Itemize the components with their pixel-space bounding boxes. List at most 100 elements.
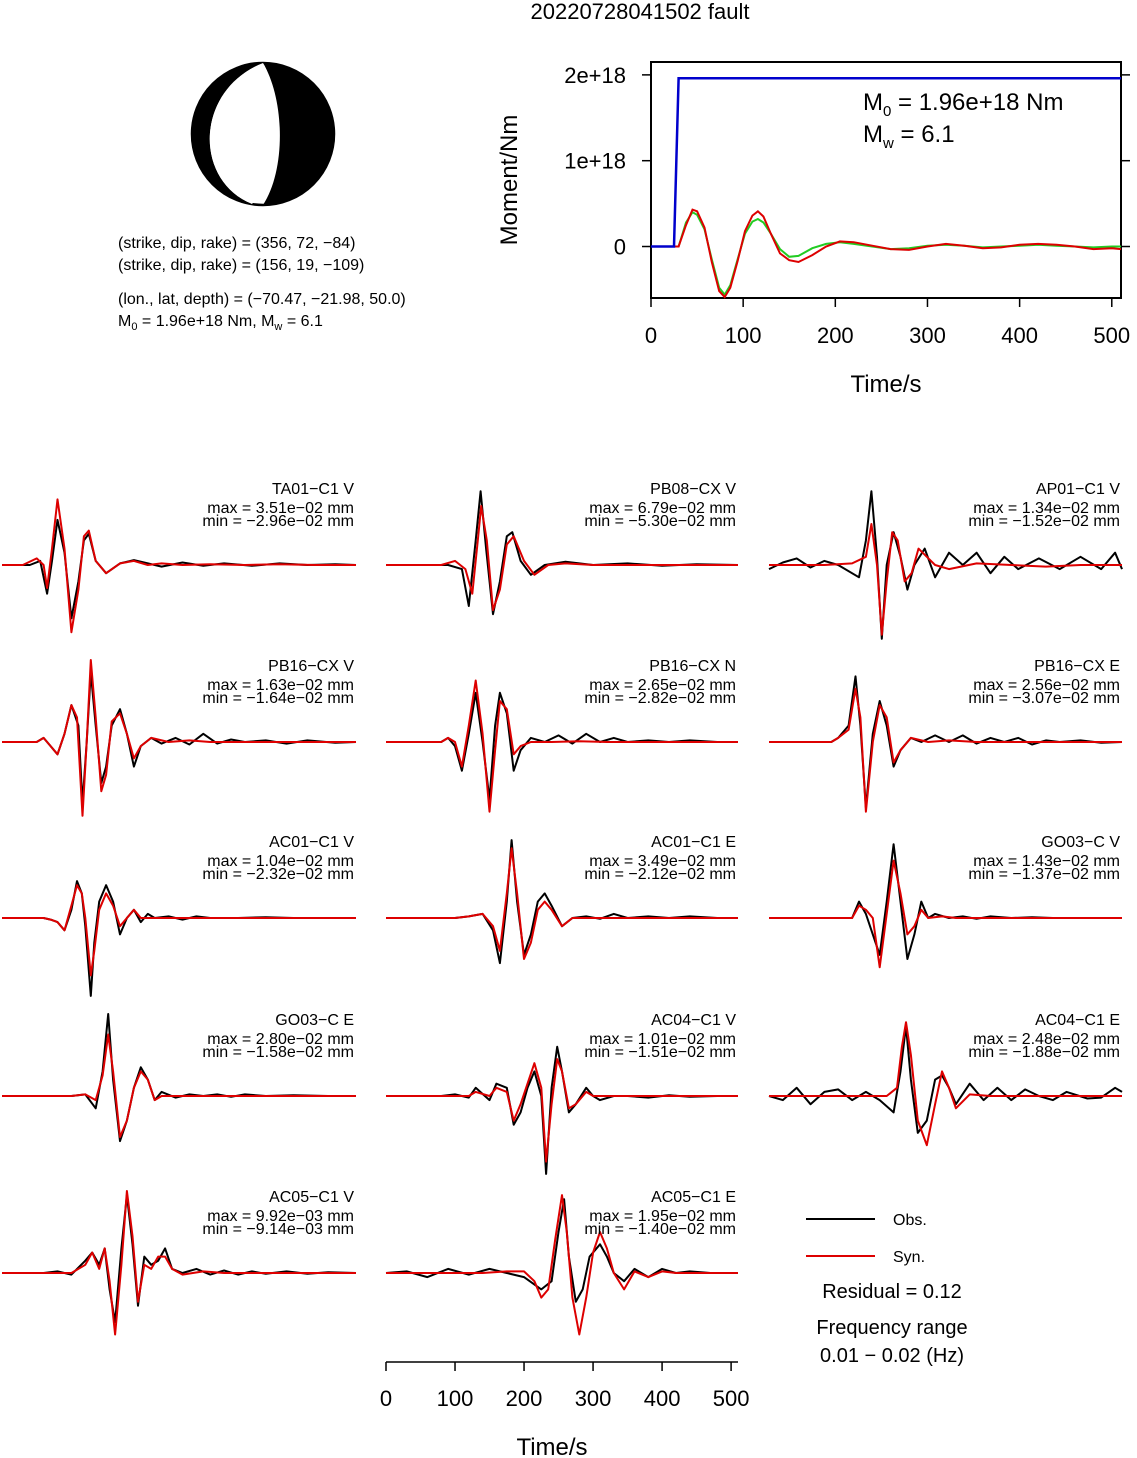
station-label: AC04−C1 V — [651, 1012, 736, 1029]
min-amplitude-label: min = −1.52e−02 mm — [968, 513, 1120, 530]
max-amplitude-label: max = 1.01e−02 mm — [589, 1031, 736, 1048]
observed-trace — [2, 518, 357, 620]
waveform-x-axis-label: Time/s — [516, 1434, 587, 1458]
min-amplitude-label: min = −1.37e−02 mm — [968, 866, 1120, 883]
waveform-x-tick-label: 300 — [575, 1386, 612, 1411]
synthetic-trace — [2, 1033, 356, 1138]
max-amplitude-label: max = 1.95e−02 mm — [589, 1208, 736, 1225]
moment-summary: M0 = 1.96e+18 Nm, Mw = 6.1 — [118, 313, 323, 333]
station-label: GO03−C V — [1041, 834, 1120, 851]
moment-x-tick-label: 0 — [645, 323, 657, 348]
station-label: PB16−CX E — [1034, 658, 1120, 675]
synthetic-trace — [769, 523, 1122, 636]
synthetic-trace — [386, 1194, 738, 1336]
waveform-time-axis: 0 100 200 300 400 500 Time/s — [380, 1361, 749, 1458]
max-amplitude-label: max = 1.34e−02 mm — [973, 500, 1120, 517]
synthetic-trace — [2, 1190, 356, 1336]
min-amplitude-label: min = −1.51e−02 mm — [584, 1044, 736, 1061]
min-amplitude-label: min = −1.58e−02 mm — [202, 1044, 354, 1061]
mechanism-text: (strike, dip, rake) = (356, 72, −84) (st… — [118, 235, 406, 333]
legend-syn-label: Syn. — [893, 1249, 925, 1266]
frequency-range-title: Frequency range — [816, 1317, 967, 1339]
station-label: PB08−CX V — [650, 481, 736, 498]
synthetic-trace — [386, 1058, 738, 1163]
legend-obs-label: Obs. — [893, 1212, 927, 1229]
moment-y-axis-label: Moment/Nm — [496, 115, 523, 246]
max-amplitude-label: max = 2.80e−02 mm — [207, 1031, 354, 1048]
moment-x-tick-label: 100 — [725, 323, 762, 348]
synthetic-trace — [386, 847, 738, 960]
beachball-dilatational — [209, 63, 276, 204]
nodal-plane-1: (strike, dip, rake) = (356, 72, −84) — [118, 235, 355, 252]
moment-annotation-m0: M0 = 1.96e+18 Nm — [863, 89, 1063, 120]
max-amplitude-label: max = 3.49e−02 mm — [589, 853, 736, 870]
synthetic-trace — [386, 679, 738, 813]
max-amplitude-label: max = 3.51e−02 mm — [207, 500, 354, 517]
station-label: PB16−CX N — [649, 658, 736, 675]
station-label: AC05−C1 V — [269, 1189, 354, 1206]
max-amplitude-label: max = 2.48e−02 mm — [973, 1031, 1120, 1048]
synthetic-trace — [2, 498, 356, 634]
min-amplitude-label: min = −1.40e−02 mm — [584, 1221, 736, 1238]
synthetic-trace — [386, 505, 738, 612]
station-label: AC05−C1 E — [651, 1189, 736, 1206]
moment-y-tick-label: 1e+18 — [564, 149, 626, 174]
station-label: AC04−C1 E — [1035, 1012, 1120, 1029]
waveform-x-tick-label: 100 — [437, 1386, 474, 1411]
observed-trace — [386, 490, 739, 616]
waveform-x-tick-label: 200 — [506, 1386, 543, 1411]
hypocenter: (lon., lat, depth) = (−70.47, −21.98, 50… — [118, 291, 406, 308]
page-title: 20220728041502 fault — [531, 0, 750, 24]
waveform-x-tick-label: 400 — [644, 1386, 681, 1411]
moment-annotation-mw: Mw = 6.1 — [863, 121, 955, 152]
observed-trace — [386, 1045, 738, 1175]
beachball-compressional-left — [192, 63, 263, 204]
moment-rate-green-line — [651, 210, 1121, 297]
beachball-compressional-right — [263, 63, 334, 205]
beachball — [190, 61, 336, 207]
moment-x-tick-label: 500 — [1093, 323, 1130, 348]
observed-trace — [768, 1025, 1123, 1134]
min-amplitude-label: min = −1.88e−02 mm — [968, 1044, 1120, 1061]
max-amplitude-label: max = 6.79e−02 mm — [589, 500, 736, 517]
max-amplitude-label: max = 9.92e−03 mm — [207, 1208, 354, 1225]
moment-function-plot: 0 100 200 300 400 500 0 1e+18 2e+18 Time/s Moment/… — [496, 61, 1130, 398]
synthetic-trace — [769, 687, 1122, 813]
observed-trace — [2, 880, 356, 997]
min-amplitude-label: min = −2.96e−02 mm — [202, 513, 354, 530]
observed-trace — [386, 691, 738, 801]
synthetic-trace — [769, 1021, 1122, 1147]
station-label: AP01−C1 V — [1036, 481, 1120, 498]
max-amplitude-label: max = 1.43e−02 mm — [973, 853, 1120, 870]
legend: Obs. Syn. — [806, 1212, 927, 1266]
synthetic-trace — [2, 884, 356, 977]
cumulative-moment-line — [651, 77, 1121, 248]
moment-x-tick-label: 200 — [817, 323, 854, 348]
min-amplitude-label: min = −3.07e−02 mm — [968, 690, 1120, 707]
max-amplitude-label: max = 1.04e−02 mm — [207, 853, 354, 870]
moment-rate-red-line — [651, 208, 1122, 299]
min-amplitude-label: min = −1.64e−02 mm — [202, 690, 354, 707]
station-label: PB16−CX V — [268, 658, 354, 675]
max-amplitude-label: max = 2.65e−02 mm — [589, 677, 736, 694]
station-label: AC01−C1 E — [651, 834, 736, 851]
moment-plot-frame — [650, 61, 1122, 299]
moment-x-axis-label: Time/s — [850, 371, 921, 398]
moment-y-tick-label: 2e+18 — [564, 63, 626, 88]
moment-y-tick-label: 0 — [614, 235, 626, 260]
waveform-x-tick-label: 0 — [380, 1386, 392, 1411]
